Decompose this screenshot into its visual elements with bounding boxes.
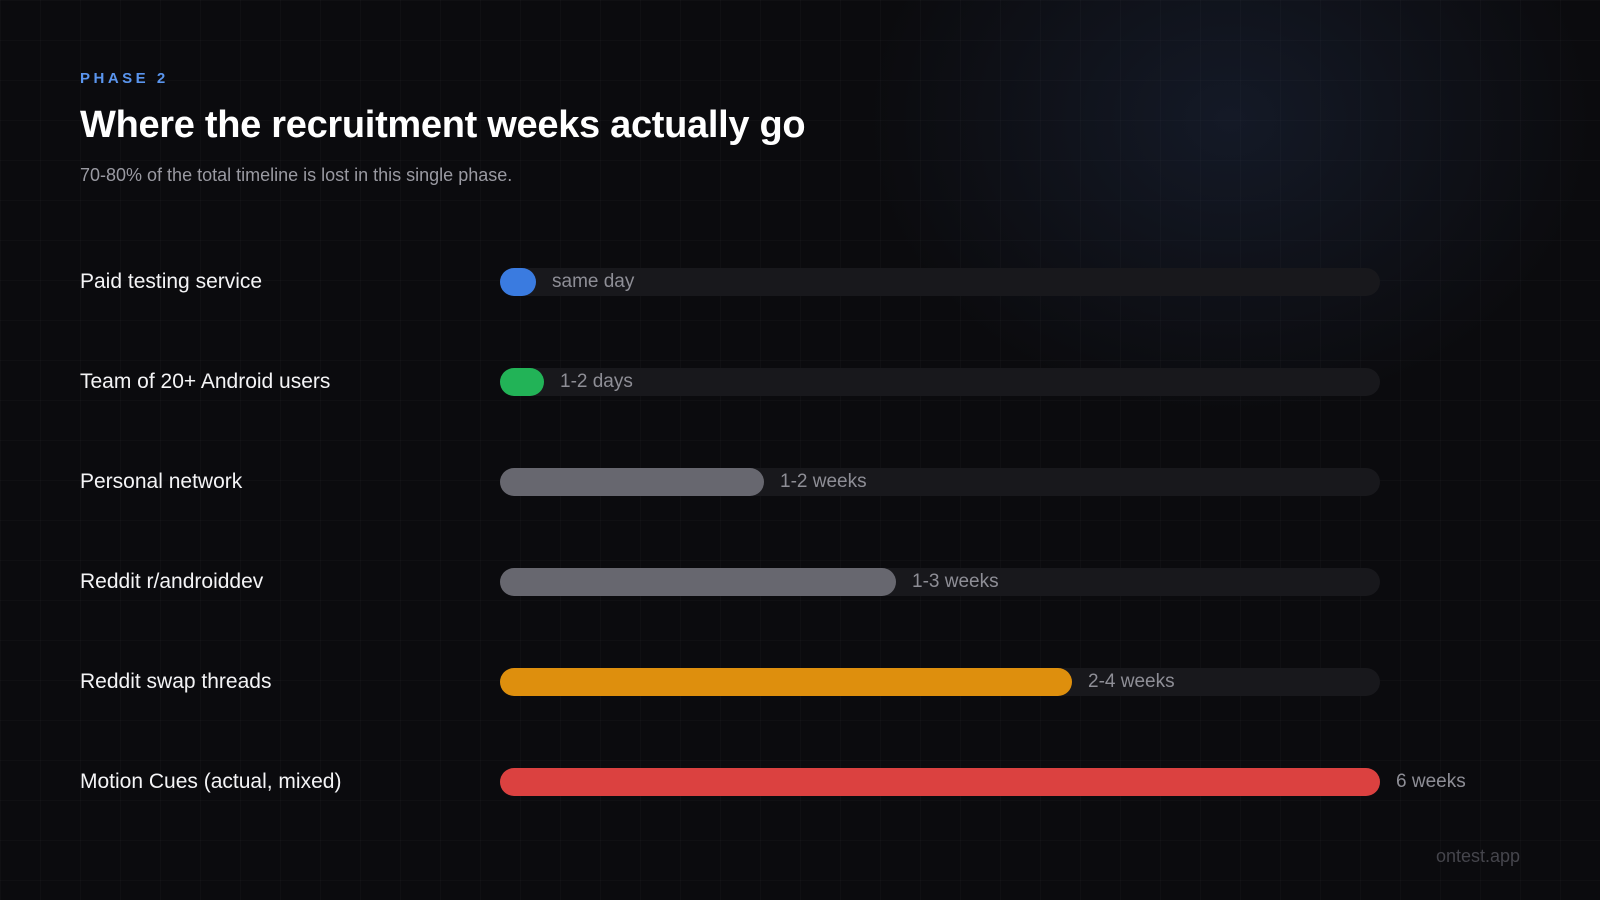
bar-row: Team of 20+ Android users 1-2 days <box>0 368 1600 396</box>
bar-category-label: Personal network <box>80 470 243 493</box>
bar-value-label: 6 weeks <box>1396 771 1466 792</box>
bar-value-label: 1-3 weeks <box>912 571 999 592</box>
bar-category-label: Paid testing service <box>80 270 263 293</box>
bar <box>500 768 1380 796</box>
brand-watermark: ontest.app <box>1436 846 1521 866</box>
bar <box>500 568 896 596</box>
bar-value-label: 1-2 weeks <box>780 471 867 492</box>
bar <box>500 368 544 396</box>
bar-row: Reddit swap threads 2-4 weeks <box>0 668 1600 696</box>
bar-category-label: Motion Cues (actual, mixed) <box>80 770 342 793</box>
bar-row: Reddit r/androiddev 1-3 weeks <box>0 568 1600 596</box>
bar-track <box>500 268 1380 296</box>
bar-track <box>500 568 1380 596</box>
bar-track <box>500 468 1380 496</box>
bar-track <box>500 768 1380 796</box>
phase-eyebrow: PHASE 2 <box>80 70 169 87</box>
bar-track <box>500 668 1380 696</box>
bar <box>500 468 764 496</box>
bar-value-label: 1-2 days <box>560 371 633 392</box>
bar-row: Motion Cues (actual, mixed) 6 weeks <box>0 768 1600 796</box>
bar-category-label: Team of 20+ Android users <box>80 370 331 393</box>
page-subtitle: 70-80% of the total timeline is lost in … <box>80 165 513 185</box>
bar-row: Paid testing service same day <box>0 268 1600 296</box>
bar-track <box>500 368 1380 396</box>
bar <box>500 268 536 296</box>
page-title: Where the recruitment weeks actually go <box>80 104 806 146</box>
bar-category-label: Reddit r/androiddev <box>80 570 264 593</box>
bar-row: Personal network 1-2 weeks <box>0 468 1600 496</box>
bar-value-label: 2-4 weeks <box>1088 671 1175 692</box>
bar-category-label: Reddit swap threads <box>80 670 272 693</box>
bar <box>500 668 1072 696</box>
bar-value-label: same day <box>552 271 635 292</box>
